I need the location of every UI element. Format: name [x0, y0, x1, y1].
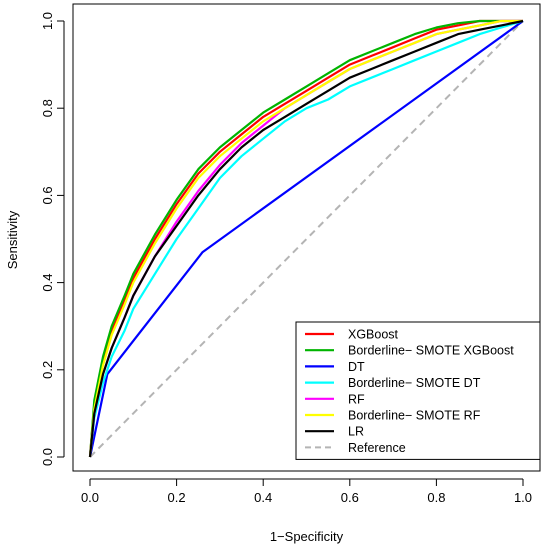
legend-box	[295, 321, 541, 460]
series-line-xgboost	[88, 19, 523, 458]
x-tick-label: 0.8	[427, 490, 445, 505]
legend-label: Borderline− SMOTE RF	[348, 409, 481, 423]
series-layer	[88, 19, 524, 458]
legend-label: Borderline− SMOTE DT	[348, 376, 481, 390]
x-axis-label: 1−Specificity	[270, 529, 344, 544]
legend-label: DT	[348, 360, 365, 374]
legend-label: LR	[348, 425, 364, 439]
y-tick-label: 0.8	[40, 99, 55, 117]
x-tick-label: 0.0	[81, 490, 99, 505]
x-tick-label: 0.4	[254, 490, 272, 505]
legend-label: RF	[348, 392, 365, 406]
x-tick-label: 0.2	[168, 490, 186, 505]
legend-label: Reference	[348, 441, 406, 455]
y-tick-label: 0.0	[40, 448, 55, 466]
series-line-borderline-smote-dt	[88, 19, 524, 458]
y-tick-label: 0.4	[40, 274, 55, 292]
y-tick-label: 0.2	[40, 361, 55, 379]
y-tick-label: 0.6	[40, 186, 55, 204]
x-tick-label: 0.6	[341, 490, 359, 505]
series-line-dt	[88, 20, 524, 458]
series-line-borderline-smote-rf	[88, 19, 523, 458]
series-line-reference	[89, 20, 524, 458]
plot-border	[72, 3, 541, 472]
legend-label: XGBoost	[348, 328, 399, 342]
y-tick-label: 1.0	[40, 12, 55, 30]
series-line-lr	[88, 19, 524, 458]
legend: XGBoost Borderline− SMOTE XGBoost DT Border…	[295, 321, 541, 460]
series-line-borderline-smote-xgboost	[88, 19, 523, 458]
axes: 0.0 0.2 0.4 0.6 0.8 1.0 0.0 0.2 0.4 0.6 0.8 1.0	[40, 12, 532, 505]
legend-label: Borderline− SMOTE XGBoost	[348, 344, 514, 358]
y-axis-label: Sensitivity	[5, 210, 20, 269]
x-tick-label: 1.0	[514, 490, 532, 505]
